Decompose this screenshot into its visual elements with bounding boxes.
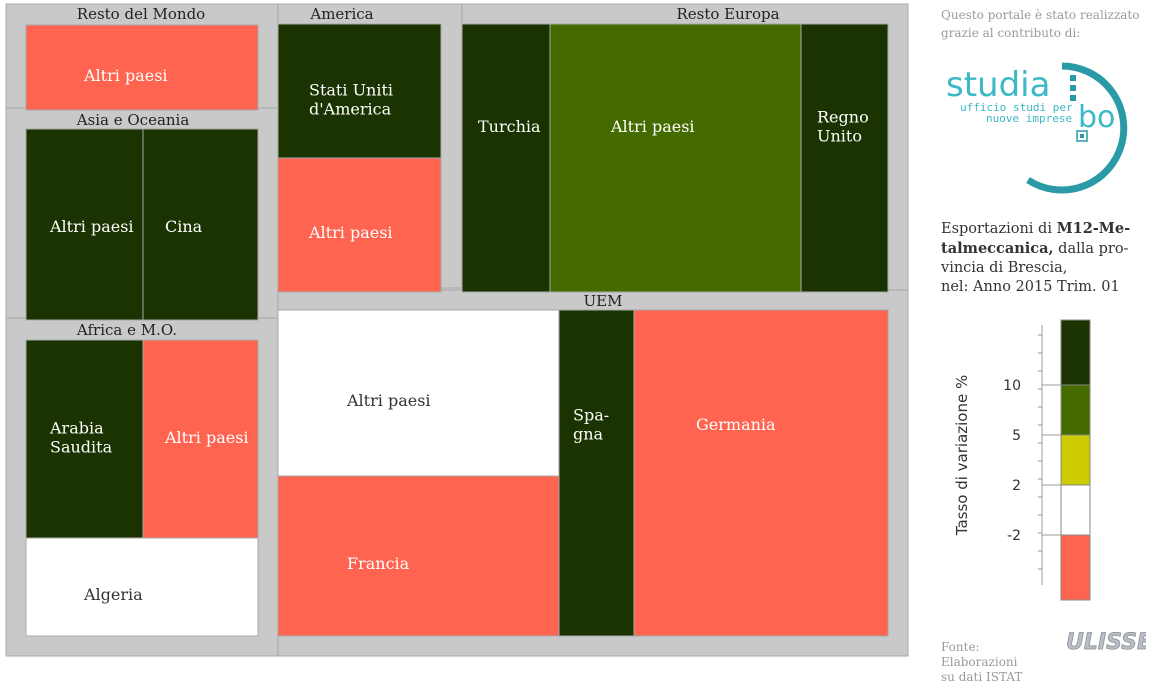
color-legend: 10 5 2 -2 Tasso di variazione % (953, 319, 1091, 601)
desc-prefix: Esportazioni di (941, 221, 1057, 237)
treemap-chart: Resto del Mondo Altri paesi Asia e Oceania… (5, 3, 909, 657)
ulisse-logo[interactable]: ULISSE (1064, 624, 1146, 658)
tile-resto-europa-altri-paesi (549, 23, 802, 293)
tile-america-altri-paesi (277, 157, 442, 293)
credit-line-2: grazie al contributo di: (941, 26, 1081, 40)
source-line-2: su dati ISTAT (941, 670, 1023, 684)
logo-bo: bo (1078, 100, 1115, 135)
tile-uem-altri-paesi (277, 309, 560, 477)
logo-tagline-1: ufficio studi per (960, 101, 1073, 114)
tile-uem-germania-label: Germania (696, 415, 776, 434)
legend-band-yellow (1060, 434, 1091, 486)
group-title-resto-europa: Resto Europa (676, 5, 779, 23)
group-title-resto-del-mondo: Resto del Mondo (77, 5, 205, 23)
tile-resto-del-mondo-altri-paesi (25, 24, 259, 111)
logo-tagline-2: nuove imprese (986, 112, 1072, 125)
tile-resto-europa-regno-unito (800, 23, 889, 293)
tile-uem-francia (277, 475, 560, 637)
legend-tick-label: 5 (1012, 428, 1021, 444)
tile-asia-e-oceania-cina (142, 128, 259, 321)
desc-line-4: nel: Anno 2015 Trim. 01 (941, 279, 1120, 295)
logo-arc (1026, 62, 1128, 194)
legend-band-salmon (1060, 534, 1091, 601)
desc-product-1: M12-Me- (1056, 220, 1131, 237)
tile-africa-e-m-o-algeria-label: Algeria (83, 585, 143, 604)
tile-america-stati-uniti-d-america-label: Stati Uniti d'America (309, 81, 393, 119)
logo-square-dot (1080, 134, 1084, 138)
group-title-uem: UEM (584, 292, 623, 310)
logo-dot (1070, 85, 1076, 91)
credit-line-1: Questo portale è stato realizzato (941, 8, 1140, 22)
group-title-america: America (309, 5, 373, 23)
tile-resto-del-mondo-altri-paesi-label: Altri paesi (83, 66, 168, 85)
group-title-asia-e-oceania: Asia e Oceania (76, 111, 190, 129)
desc-line-3: vincia di Brescia, (941, 260, 1068, 276)
tile-africa-e-m-o-algeria (25, 537, 259, 637)
tile-america-stati-uniti-d-america (277, 23, 442, 159)
tile-africa-e-m-o-arabia-saudita-label: Arabia Saudita (49, 419, 113, 457)
logo-word: studia (946, 65, 1050, 105)
logo-dot (1070, 75, 1076, 81)
desc-line-2: dalla pro- (1053, 241, 1129, 257)
tile-resto-europa-turchia (461, 23, 551, 293)
legend-band-olive (1060, 384, 1091, 436)
tile-asia-e-oceania-cina-label: Cina (165, 217, 203, 236)
credit-text: Questo portale è stato realizzato grazie… (941, 6, 1151, 42)
legend-band-dark-green (1060, 319, 1091, 386)
desc-product-2: talmeccanica, (941, 240, 1054, 257)
source-note: Fonte: Elaborazioni su dati ISTAT (941, 640, 1041, 685)
legend-band-white (1060, 484, 1091, 536)
tile-resto-europa-turchia-label: Turchia (478, 117, 541, 136)
tile-africa-e-m-o-altri-paesi (142, 339, 259, 539)
tile-asia-e-oceania-altri-paesi-label: Altri paesi (49, 217, 134, 236)
chart-description: Esportazioni di M12-Me- talmeccanica, da… (941, 219, 1156, 297)
ulisse-text: ULISSE (1066, 630, 1146, 655)
tile-uem-germania (633, 309, 889, 637)
tile-uem-spa-gna-label: Spa-gna (573, 406, 609, 444)
legend-tick-label: 2 (1012, 478, 1021, 494)
tile-uem-spa-gna (558, 309, 635, 637)
logo-dot (1070, 95, 1076, 101)
studiabo-logo[interactable]: studia bo ufficio studi per nuove impres… (940, 58, 1145, 200)
tile-asia-e-oceania-altri-paesi (25, 128, 144, 321)
legend-tick-label: 10 (1003, 378, 1021, 394)
source-line-1: Fonte: Elaborazioni (941, 640, 1018, 669)
logo-square (1076, 130, 1088, 142)
tile-resto-europa-altri-paesi-label: Altri paesi (610, 117, 695, 136)
tile-resto-europa-regno-unito-label: Regno Unito (817, 108, 869, 146)
legend-tick-label: -2 (1007, 528, 1021, 544)
tile-uem-francia-label: Francia (347, 554, 410, 573)
group-title-africa-e-m-o: Africa e M.O. (76, 321, 177, 339)
tile-uem-altri-paesi-label: Altri paesi (346, 391, 431, 410)
tile-america-altri-paesi-label: Altri paesi (308, 223, 393, 242)
legend-axis-label: Tasso di variazione % (953, 375, 971, 536)
tile-africa-e-m-o-altri-paesi-label: Altri paesi (164, 428, 249, 447)
